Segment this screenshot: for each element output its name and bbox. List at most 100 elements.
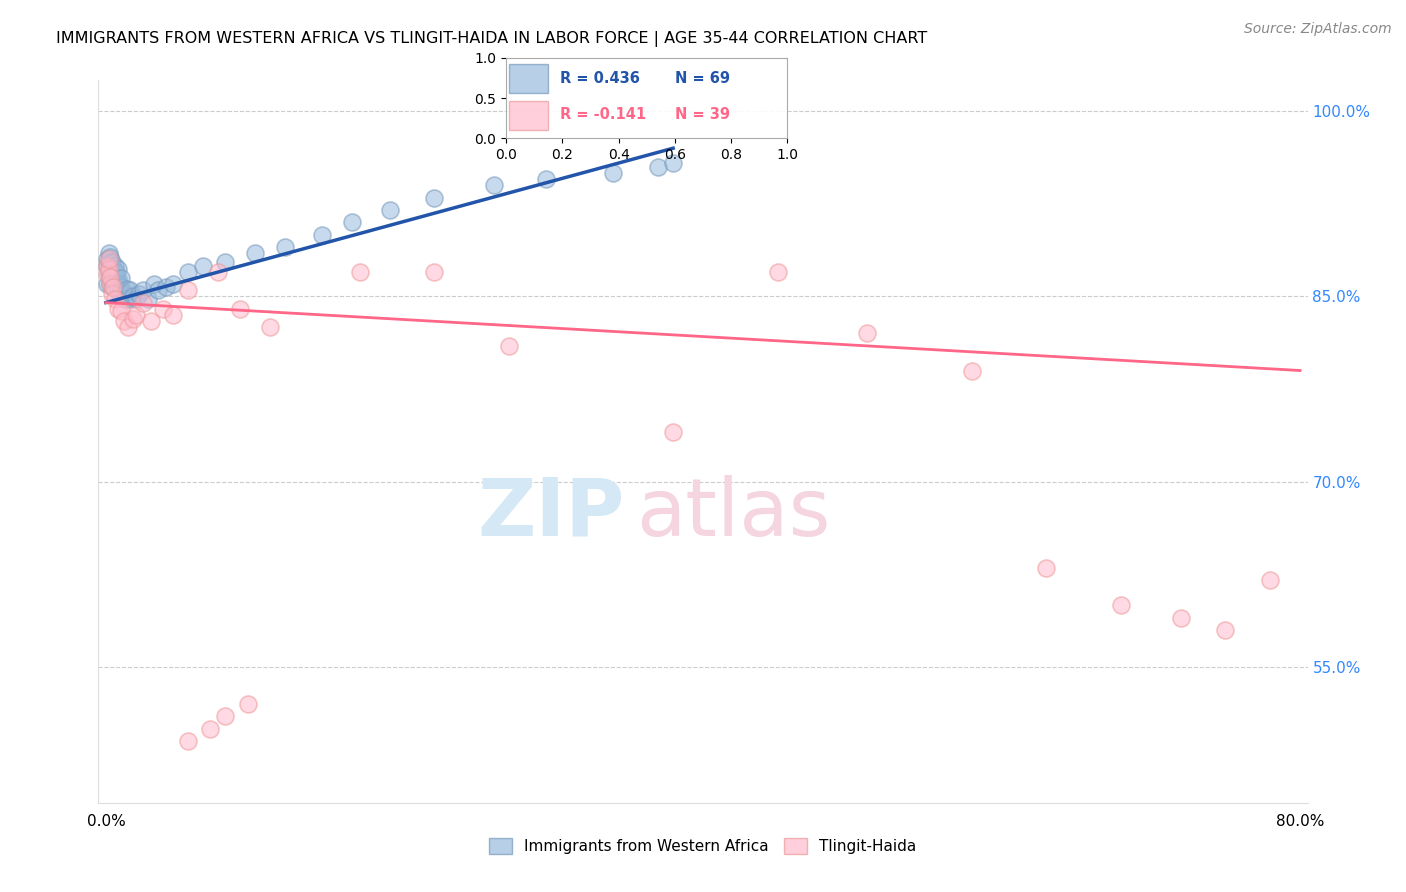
Text: N = 69: N = 69 — [675, 71, 730, 86]
Point — [1258, 574, 1281, 588]
Point — [236, 697, 259, 711]
Point — [117, 320, 139, 334]
Point — [110, 271, 132, 285]
Point — [97, 252, 120, 267]
Point — [110, 279, 132, 293]
Point — [349, 265, 371, 279]
Point — [98, 257, 121, 271]
Point — [108, 287, 131, 301]
Point — [142, 277, 165, 291]
Point — [856, 326, 879, 341]
Point — [128, 287, 150, 301]
Point — [125, 308, 148, 322]
Point — [97, 267, 120, 281]
Point — [101, 275, 124, 289]
Text: atlas: atlas — [637, 475, 831, 553]
Point — [146, 283, 169, 297]
Point — [104, 275, 127, 289]
Point — [104, 279, 127, 293]
Point — [243, 246, 266, 260]
Point — [378, 202, 401, 217]
Point — [97, 255, 120, 269]
Point — [97, 265, 120, 279]
Point — [162, 308, 184, 322]
Point — [104, 265, 127, 279]
Point — [107, 282, 129, 296]
Point — [107, 262, 129, 277]
Text: ZIP: ZIP — [477, 475, 624, 553]
Point — [98, 277, 121, 291]
Text: N = 39: N = 39 — [675, 107, 730, 122]
Point — [97, 262, 120, 277]
Point — [98, 262, 121, 277]
Point — [104, 292, 127, 306]
Point — [98, 271, 121, 285]
Point — [96, 277, 118, 291]
Point — [132, 295, 155, 310]
Point — [274, 240, 297, 254]
Point — [112, 314, 135, 328]
Point — [132, 283, 155, 297]
Legend: Immigrants from Western Africa, Tlingit-Haida: Immigrants from Western Africa, Tlingit-… — [484, 832, 922, 860]
Point — [101, 262, 124, 277]
Point — [125, 292, 148, 306]
Point — [177, 265, 200, 279]
Point — [136, 292, 159, 306]
Point — [662, 425, 685, 440]
Point — [96, 259, 118, 273]
Text: R = 0.436: R = 0.436 — [560, 71, 640, 86]
Point — [259, 320, 281, 334]
Point — [214, 255, 236, 269]
Point — [118, 283, 141, 297]
Point — [98, 267, 121, 281]
Point — [207, 265, 229, 279]
Point — [340, 215, 363, 229]
Point — [214, 709, 236, 723]
Point — [103, 271, 125, 285]
FancyBboxPatch shape — [509, 102, 548, 130]
Point — [423, 265, 446, 279]
Point — [482, 178, 505, 193]
Point — [96, 259, 118, 273]
Point — [110, 289, 132, 303]
Point — [98, 250, 121, 264]
Point — [139, 314, 162, 328]
Point — [105, 265, 128, 279]
Point — [117, 292, 139, 306]
Point — [110, 304, 132, 318]
Point — [536, 172, 558, 186]
Point — [647, 160, 669, 174]
Text: R = -0.141: R = -0.141 — [560, 107, 645, 122]
Text: IMMIGRANTS FROM WESTERN AFRICA VS TLINGIT-HAIDA IN LABOR FORCE | AGE 35-44 CORRE: IMMIGRANTS FROM WESTERN AFRICA VS TLINGI… — [56, 31, 928, 47]
Point — [155, 279, 177, 293]
Point — [766, 265, 789, 279]
FancyBboxPatch shape — [509, 64, 548, 94]
Point — [423, 191, 446, 205]
Point — [960, 363, 983, 377]
Point — [98, 269, 121, 284]
Point — [115, 282, 138, 296]
Point — [177, 283, 200, 297]
Point — [107, 272, 129, 286]
Point — [101, 255, 124, 269]
Text: Source: ZipAtlas.com: Source: ZipAtlas.com — [1244, 22, 1392, 37]
Point — [98, 277, 121, 291]
Point — [107, 301, 129, 316]
Point — [96, 252, 118, 267]
Point — [200, 722, 222, 736]
Point — [229, 301, 252, 316]
Point — [96, 267, 118, 281]
Point — [103, 277, 125, 291]
Point — [105, 279, 128, 293]
Point — [1109, 598, 1132, 612]
Point — [662, 156, 685, 170]
Point — [103, 272, 125, 286]
Point — [101, 269, 124, 284]
Point — [101, 279, 124, 293]
Point — [121, 289, 143, 303]
Point — [602, 166, 624, 180]
Point — [177, 734, 200, 748]
Point — [114, 287, 136, 301]
Point — [98, 265, 121, 279]
Point — [101, 265, 124, 279]
